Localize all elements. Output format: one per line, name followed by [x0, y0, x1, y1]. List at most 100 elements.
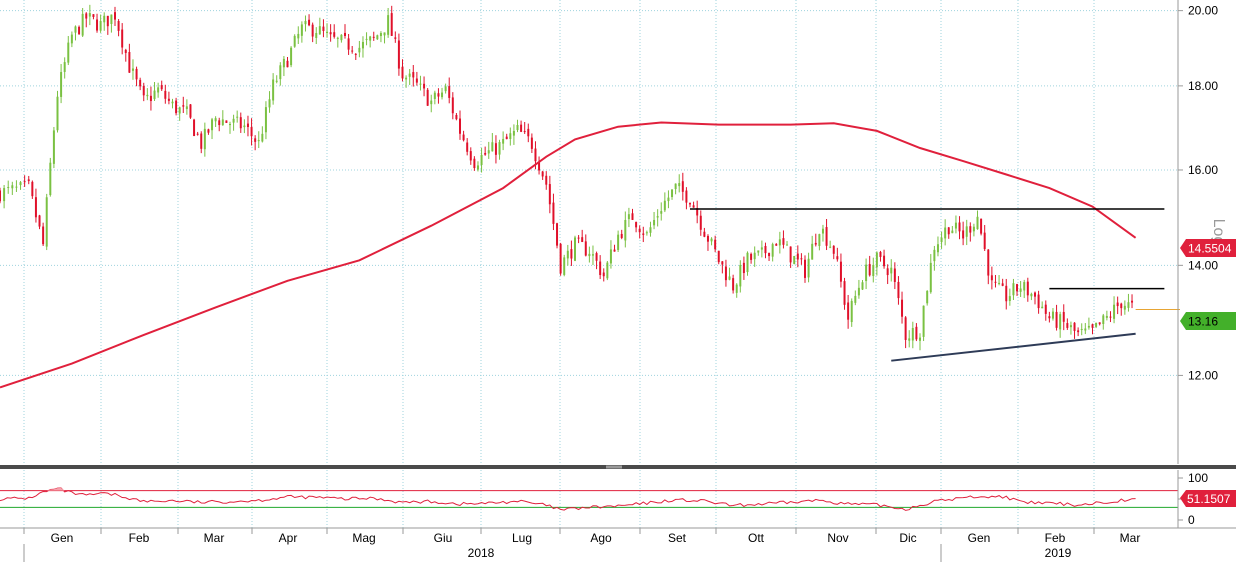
- candle: [1123, 300, 1126, 315]
- candle-body: [178, 107, 181, 114]
- candle: [728, 267, 731, 281]
- candle-body: [167, 98, 170, 101]
- candle: [1051, 308, 1054, 321]
- candle-body: [764, 245, 767, 254]
- month-label: Giu: [434, 531, 453, 545]
- candle: [703, 227, 706, 238]
- candle: [142, 82, 145, 102]
- candle: [671, 189, 674, 200]
- candle: [221, 110, 224, 126]
- candle-body: [1116, 302, 1119, 307]
- candle: [782, 230, 785, 249]
- candle: [67, 36, 70, 66]
- candle: [268, 91, 271, 113]
- candle: [890, 259, 893, 282]
- candle: [157, 82, 160, 98]
- candle: [246, 115, 249, 137]
- candle-body: [753, 252, 756, 260]
- candle: [631, 208, 634, 220]
- candle: [1066, 318, 1069, 330]
- candle: [570, 240, 573, 266]
- candle-body: [369, 36, 372, 41]
- main-y-tick-label: 12.00: [1188, 368, 1218, 382]
- candle-body: [868, 264, 871, 276]
- main-y-tick-label: 16.00: [1188, 163, 1218, 177]
- candle-body: [742, 262, 745, 274]
- rsi-bands: [0, 490, 1178, 508]
- candle: [1005, 278, 1008, 310]
- candle-body: [326, 31, 329, 33]
- candle-body: [293, 35, 296, 47]
- candle-body: [865, 264, 868, 282]
- candle-body: [1048, 316, 1051, 319]
- candle-body: [854, 295, 857, 303]
- candle-body: [322, 26, 325, 31]
- candle: [764, 242, 767, 259]
- candle-body: [911, 328, 914, 341]
- candle: [419, 75, 422, 91]
- candle: [1026, 277, 1029, 302]
- candle: [821, 224, 824, 242]
- candle-body: [128, 52, 131, 73]
- candle: [591, 245, 594, 266]
- candle-body: [502, 138, 505, 144]
- candle: [674, 183, 677, 195]
- panel-resize-handle[interactable]: [606, 465, 622, 469]
- month-label: Gen: [968, 531, 991, 545]
- candle: [936, 236, 939, 257]
- candle-body: [124, 49, 127, 53]
- candle: [1131, 294, 1134, 309]
- candle-body: [987, 249, 990, 276]
- candle: [1080, 323, 1083, 336]
- candle: [915, 323, 918, 342]
- candle: [545, 171, 548, 190]
- candle: [857, 279, 860, 299]
- candle-body: [624, 219, 627, 241]
- candle-body: [681, 181, 684, 192]
- candle-body: [886, 268, 889, 276]
- candle-body: [426, 89, 429, 106]
- candle-body: [1041, 306, 1044, 309]
- candle-body: [552, 202, 555, 224]
- main-y-tick-label: 20.00: [1188, 4, 1218, 18]
- candle-body: [318, 26, 321, 35]
- candle-body: [394, 37, 397, 39]
- candle-body: [588, 253, 591, 257]
- candle-body: [778, 239, 781, 246]
- candle: [599, 255, 602, 280]
- candle-body: [1044, 304, 1047, 314]
- candle-body: [397, 40, 400, 69]
- candle-body: [0, 190, 1, 202]
- candle-body: [354, 53, 357, 55]
- candle: [81, 8, 84, 38]
- candle-body: [232, 118, 235, 123]
- candle-body: [379, 33, 382, 37]
- candle-body: [667, 197, 670, 202]
- candle-body: [1037, 294, 1040, 309]
- candle: [225, 120, 228, 123]
- ascending-trendline: [891, 332, 1136, 362]
- candle: [811, 235, 814, 260]
- candle: [149, 86, 152, 111]
- candle-body: [710, 238, 713, 242]
- candle-body: [527, 128, 530, 137]
- candle-body: [441, 92, 444, 98]
- price-candlesticks: [0, 4, 1134, 351]
- candle-body: [81, 13, 84, 36]
- candle: [390, 5, 393, 37]
- candle: [929, 254, 932, 294]
- candle: [444, 83, 447, 94]
- candle-body: [34, 197, 37, 218]
- month-label: Mar: [204, 531, 225, 545]
- candle-body: [7, 186, 10, 188]
- candle-body: [563, 257, 566, 275]
- candle-body: [883, 255, 886, 267]
- candle-body: [304, 20, 307, 25]
- candle-body: [466, 142, 469, 152]
- candle-body: [591, 254, 594, 256]
- candle: [1098, 322, 1101, 326]
- candle-body: [308, 19, 311, 26]
- candle-body: [340, 34, 343, 41]
- candle-body: [239, 117, 242, 129]
- candle-body: [261, 133, 264, 142]
